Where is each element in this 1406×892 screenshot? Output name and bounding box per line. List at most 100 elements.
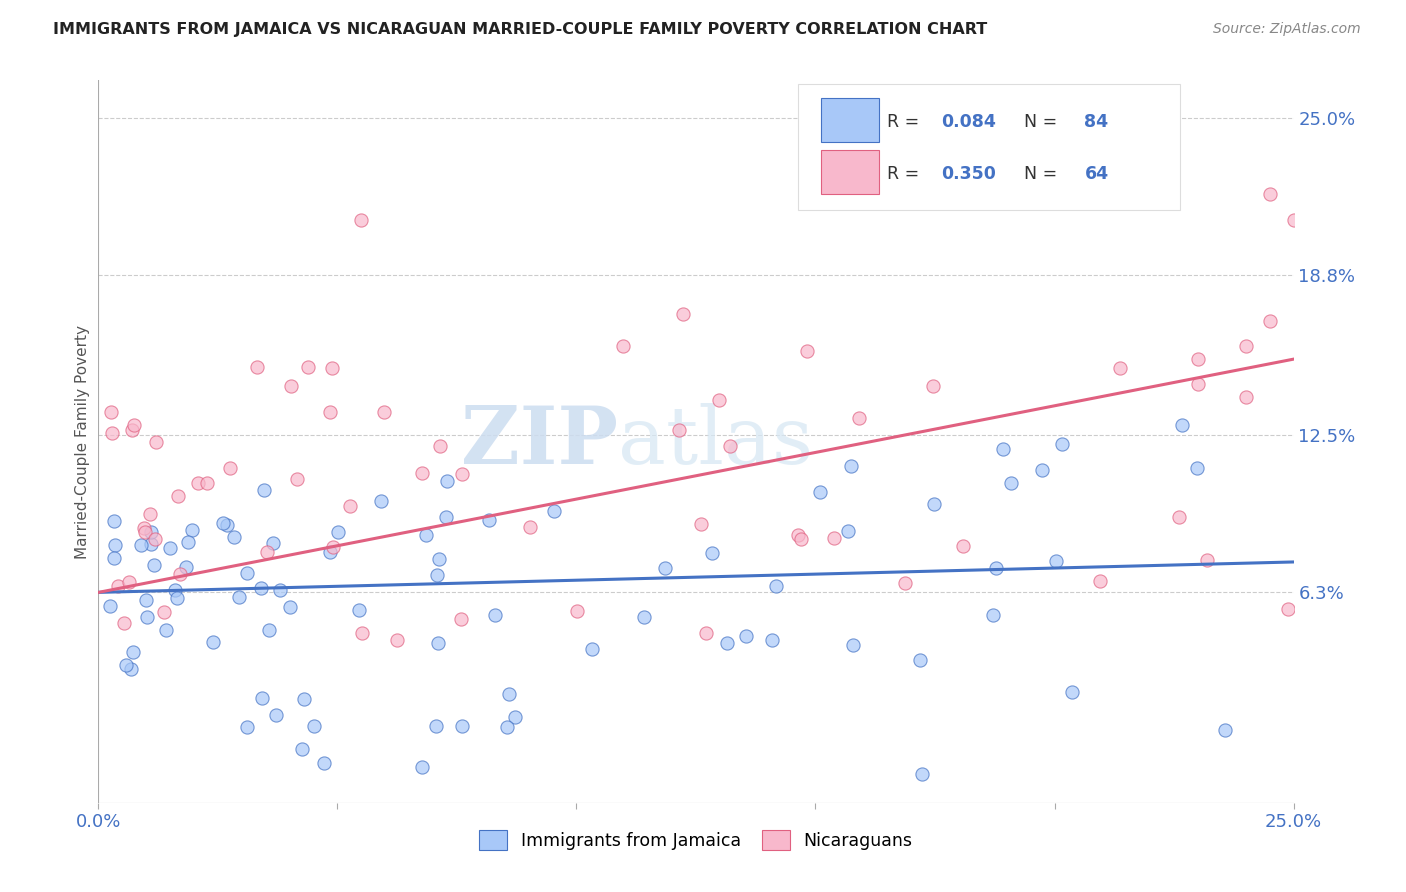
Point — [319, 405, 342, 419]
Point — [908, 653, 931, 667]
Point — [789, 532, 811, 546]
Point — [1277, 602, 1299, 616]
Point — [101, 426, 124, 441]
Point — [1168, 510, 1191, 524]
Point — [654, 561, 676, 575]
Point — [120, 662, 142, 676]
Point — [839, 459, 862, 474]
Point — [425, 719, 447, 733]
Point — [484, 608, 506, 623]
Point — [166, 591, 188, 605]
Point — [689, 516, 711, 531]
Point — [159, 541, 181, 555]
Point — [98, 599, 121, 613]
Point — [450, 612, 472, 626]
Point — [326, 524, 349, 539]
Point — [765, 579, 787, 593]
Point — [257, 623, 280, 637]
Point — [264, 708, 287, 723]
Point — [112, 615, 135, 630]
Point — [314, 756, 336, 770]
Point — [339, 499, 361, 513]
Point — [796, 343, 818, 358]
Text: 64: 64 — [1084, 165, 1108, 183]
Text: 0.084: 0.084 — [941, 112, 995, 131]
Point — [115, 657, 138, 672]
Point — [503, 710, 526, 724]
Point — [139, 537, 162, 551]
Point — [478, 513, 501, 527]
Point — [911, 766, 934, 780]
Point — [103, 514, 125, 528]
Point — [139, 524, 162, 539]
Point — [103, 550, 125, 565]
Point — [716, 635, 738, 649]
Point — [187, 476, 209, 491]
Point — [434, 509, 457, 524]
Point — [1031, 463, 1053, 477]
Point — [1258, 187, 1281, 202]
Point — [1000, 475, 1022, 490]
Legend: Immigrants from Jamaica, Nicaraguans: Immigrants from Jamaica, Nicaraguans — [471, 822, 921, 859]
Point — [262, 536, 284, 550]
Point — [436, 474, 458, 488]
Text: 84: 84 — [1084, 112, 1108, 131]
Point — [195, 476, 218, 491]
Point — [672, 306, 695, 320]
Point — [321, 360, 343, 375]
Point — [1090, 574, 1112, 589]
FancyBboxPatch shape — [797, 84, 1180, 211]
Point — [543, 504, 565, 518]
Point — [984, 561, 1007, 575]
Point — [786, 528, 808, 542]
Point — [1185, 460, 1208, 475]
Point — [122, 418, 145, 433]
Point — [387, 632, 409, 647]
Point — [155, 624, 177, 638]
Point — [145, 532, 167, 546]
Point — [134, 521, 156, 535]
Point — [633, 609, 655, 624]
Point — [429, 439, 451, 453]
Point — [581, 641, 603, 656]
Point — [129, 538, 152, 552]
Point — [322, 540, 344, 554]
Point — [250, 581, 273, 595]
Point — [350, 625, 373, 640]
Point — [166, 489, 188, 503]
Text: R =: R = — [887, 165, 925, 183]
Point — [1234, 390, 1257, 404]
Point — [922, 379, 945, 393]
Point — [143, 558, 166, 572]
Point — [174, 560, 197, 574]
Point — [496, 720, 519, 734]
Point — [145, 434, 167, 449]
Point — [278, 599, 301, 614]
Point — [252, 690, 274, 705]
Point — [373, 405, 395, 419]
Point — [218, 461, 240, 475]
Point — [1195, 553, 1218, 567]
Point — [837, 524, 859, 538]
Point — [349, 603, 371, 617]
Text: R =: R = — [887, 112, 925, 131]
Point — [291, 741, 314, 756]
Point — [103, 538, 125, 552]
Text: atlas: atlas — [619, 402, 814, 481]
Point — [411, 466, 433, 480]
Point — [121, 424, 143, 438]
Point — [256, 545, 278, 559]
Text: 0.350: 0.350 — [941, 165, 995, 183]
Point — [894, 575, 917, 590]
Point — [292, 692, 315, 706]
Point — [451, 719, 474, 733]
Point — [202, 635, 225, 649]
Point — [139, 507, 162, 521]
Point — [952, 539, 974, 553]
Point — [1062, 684, 1084, 698]
Point — [169, 566, 191, 581]
Text: N =: N = — [1012, 165, 1063, 183]
Point — [411, 760, 433, 774]
Point — [215, 518, 238, 533]
Point — [1187, 352, 1209, 367]
